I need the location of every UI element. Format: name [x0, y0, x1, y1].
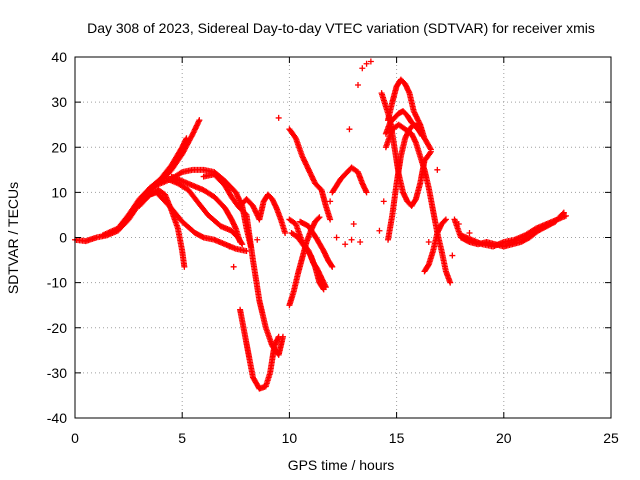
data-point: [455, 220, 462, 227]
y-tick-label: 40: [51, 49, 67, 65]
chart-title: Day 308 of 2023, Sidereal Day-to-day VTE…: [87, 20, 595, 36]
data-point: [449, 252, 456, 259]
x-tick-label: 10: [282, 430, 298, 446]
x-tick-labels: 0 5 10 15 20 25: [71, 430, 619, 446]
data-point: [243, 248, 250, 255]
data-point: [355, 81, 362, 88]
series-track-10: [239, 191, 289, 236]
data-point: [328, 262, 335, 269]
data-point: [380, 198, 387, 205]
data-point: [320, 286, 327, 293]
x-tick-label: 0: [71, 430, 79, 446]
data-point: [237, 239, 244, 246]
y-tick-labels: -40 -30 -20 -10 0 10 20 30 40: [47, 49, 67, 426]
data-point: [350, 220, 357, 227]
data-point: [242, 210, 249, 217]
series-track-24: [457, 212, 569, 250]
data-point: [441, 217, 448, 224]
data-point: [282, 229, 289, 236]
data-point: [346, 126, 353, 133]
x-tick-label: 15: [389, 430, 405, 446]
series-track-11: [286, 126, 334, 223]
data-point: [226, 243, 233, 250]
data-point: [275, 114, 282, 121]
data-point: [418, 131, 425, 138]
data-point: [181, 263, 188, 270]
data-point: [315, 215, 322, 222]
data-point: [230, 263, 237, 270]
series-track-7: [168, 173, 244, 246]
series-track-12: [286, 214, 323, 309]
y-tick-label: -10: [47, 275, 67, 291]
y-tick-label: 10: [51, 184, 67, 200]
series-track-9: [237, 306, 282, 392]
data-point: [427, 145, 434, 152]
data-point: [275, 333, 282, 340]
data-point: [183, 135, 190, 142]
data-point: [329, 263, 336, 270]
y-tick-label: -20: [47, 320, 67, 336]
data-point: [327, 216, 334, 223]
data-point: [447, 279, 454, 286]
series-track-21: [385, 121, 422, 243]
data-point: [427, 146, 434, 153]
x-axis-label: GPS time / hours: [288, 457, 395, 473]
series-track-22: [421, 216, 449, 275]
data-points: [72, 58, 569, 392]
x-tick-label: 25: [603, 430, 619, 446]
y-tick-label: -40: [47, 410, 67, 426]
series-track-2: [99, 135, 190, 239]
data-point: [442, 216, 449, 223]
y-axis-label: SDTVAR / TECUs: [5, 182, 21, 294]
data-point: [376, 227, 383, 234]
data-point: [357, 239, 364, 246]
data-point: [562, 212, 569, 219]
series-track-15: [297, 218, 336, 270]
data-point: [415, 123, 422, 130]
data-point: [359, 65, 366, 72]
axis-ticks: [74, 56, 612, 419]
y-tick-label: 30: [51, 94, 67, 110]
data-point: [425, 239, 432, 246]
y-tick-label: -30: [47, 365, 67, 381]
data-point: [348, 236, 355, 243]
data-point: [363, 189, 370, 196]
y-tick-label: 0: [59, 230, 67, 246]
data-point: [333, 234, 340, 241]
data-point: [434, 166, 441, 173]
series-track-16: [329, 164, 370, 196]
x-tick-label: 20: [496, 430, 512, 446]
series-track-20: [382, 121, 454, 286]
series-isolated: [226, 58, 473, 270]
data-point: [560, 209, 567, 216]
data-point: [419, 132, 426, 139]
data-point: [254, 236, 261, 243]
data-point: [466, 229, 473, 236]
y-tick-label: 20: [51, 139, 67, 155]
data-point: [363, 60, 370, 67]
data-point: [177, 169, 184, 176]
x-tick-label: 5: [178, 430, 186, 446]
data-point: [367, 58, 374, 65]
data-point: [196, 117, 203, 124]
data-point: [316, 214, 323, 221]
data-point: [327, 198, 334, 205]
series-track-14: [288, 229, 327, 293]
data-point: [319, 285, 326, 292]
data-point: [342, 241, 349, 248]
